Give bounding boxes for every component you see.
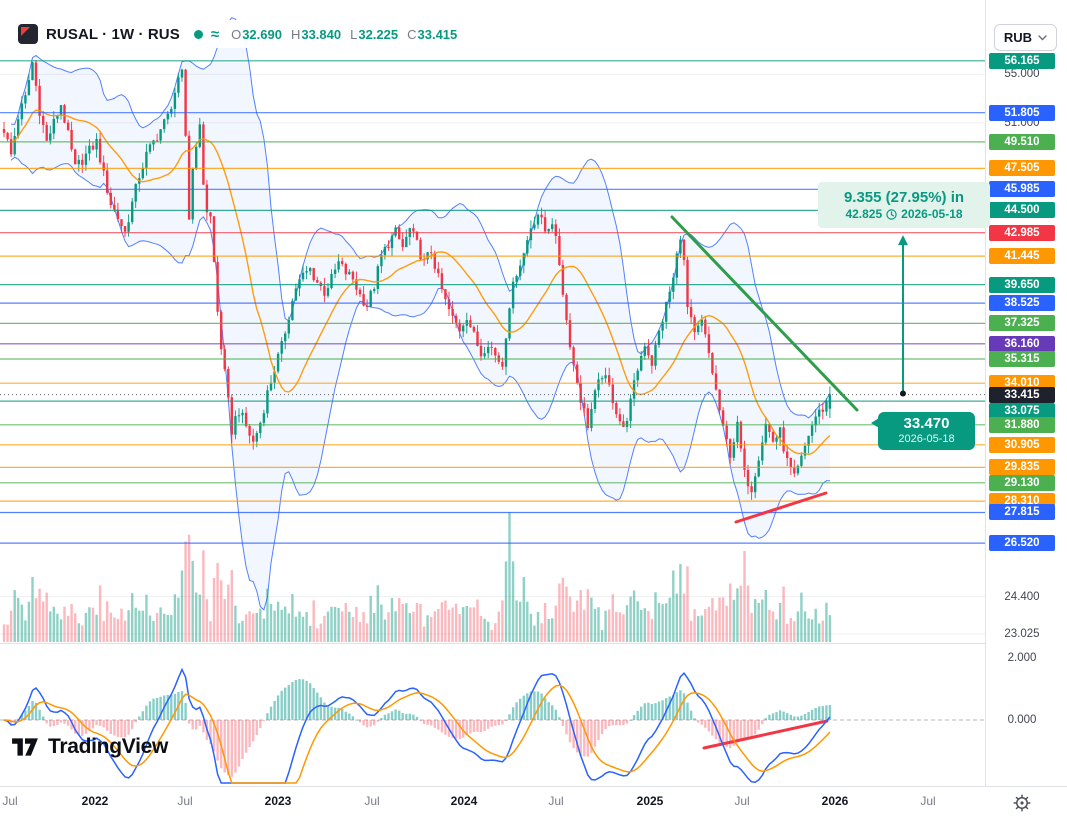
time-axis-label: Jul	[734, 794, 750, 808]
price-axis-label: 24.400	[1004, 591, 1040, 603]
price-axis-label: 55.000	[1004, 68, 1040, 80]
price-level-label: 29.835	[989, 459, 1055, 475]
time-axis-label: Jul	[2, 794, 18, 808]
symbol-title[interactable]: RUSAL · 1W · RUS	[46, 25, 180, 43]
time-axis-label: 2025	[636, 794, 664, 808]
price-level-label: 47.505	[989, 160, 1055, 176]
currency-label: RUB	[1003, 30, 1032, 45]
price-level-label: 37.325	[989, 315, 1055, 331]
time-axis[interactable]: Jul 2022 Jul 2023 Jul 2024 Jul 2025 Jul 2026 Jul	[0, 786, 1067, 816]
symbol-logo-icon	[18, 24, 38, 44]
current-price-label: 33.415	[989, 387, 1055, 403]
market-status-dot-icon[interactable]	[193, 29, 203, 39]
measure-change-text: 9.355 (27.95%) in	[843, 189, 965, 206]
projection-date: 2026-05-18	[898, 433, 955, 445]
price-level-lines[interactable]	[0, 60, 985, 544]
price-level-label: 31.880	[989, 417, 1055, 433]
currency-selector[interactable]: RUB	[993, 24, 1057, 51]
close-value: 33.415	[417, 26, 458, 42]
price-level-label: 29.130	[989, 475, 1055, 491]
time-axis-label: 2022	[81, 794, 109, 808]
price-level-label: 36.160	[989, 336, 1055, 352]
price-level-label: 38.525	[989, 295, 1055, 311]
open-value: 32.690	[242, 26, 282, 42]
indicator-axis-label: 2.000	[1007, 652, 1037, 664]
price-level-label: 39.650	[989, 277, 1055, 293]
clock-icon	[886, 208, 897, 220]
time-axis-label: Jul	[920, 794, 936, 808]
high-value: 33.840	[301, 26, 342, 42]
price-axis-label: 23.025	[1004, 628, 1040, 640]
indicator-axis-label: 0.000	[1007, 714, 1037, 726]
price-level-label: 42.985	[989, 225, 1055, 241]
symbol-toolbar: RUSAL · 1W · RUS ≈ O32.690 H33.840 L32.2…	[8, 20, 468, 48]
price-level-label: 45.985	[989, 181, 1055, 197]
approximation-icon[interactable]: ≈	[210, 25, 220, 43]
volume-layer	[2, 512, 832, 642]
projection-price: 33.470	[903, 415, 950, 432]
price-level-label: 49.510	[989, 134, 1055, 150]
low-label: L	[350, 26, 358, 42]
price-level-label: 56.165	[989, 53, 1055, 69]
price-level-label: 27.815	[989, 504, 1055, 520]
low-value: 32.225	[358, 26, 399, 42]
measure-target-row: 42.825 2026-05-18	[845, 207, 962, 221]
tradingview-logo-text: TradingView	[48, 735, 169, 758]
projection-callout[interactable]: 33.470 2026-05-18	[871, 412, 975, 450]
open-label: O	[231, 26, 242, 42]
tradingview-mark-icon	[12, 738, 38, 756]
price-level-label: 44.500	[989, 202, 1055, 218]
macd-layer	[3, 667, 832, 784]
ohlc-readout: O32.690 H33.840 L32.225 C33.415	[231, 27, 457, 42]
bollinger-bands-layer	[10, 16, 831, 611]
time-axis-label: 2026	[821, 794, 849, 808]
moving-average-layer	[10, 109, 831, 456]
price-level-label: 33.075	[989, 403, 1055, 419]
axis-settings-gear-icon[interactable]	[1011, 792, 1033, 814]
chevron-down-icon	[1038, 34, 1047, 40]
time-axis-label: 2023	[264, 794, 292, 808]
price-level-label: 35.315	[989, 351, 1055, 367]
price-level-label: 30.905	[989, 437, 1055, 453]
measure-target-price: 42.825	[845, 207, 883, 221]
time-axis-label: Jul	[177, 794, 193, 808]
time-axis-label: Jul	[548, 794, 564, 808]
close-label: C	[407, 26, 417, 42]
time-axis-label: Jul	[364, 794, 380, 808]
price-level-label: 51.805	[989, 105, 1055, 121]
time-axis-label: 2024	[450, 794, 478, 808]
price-level-label: 41.445	[989, 248, 1055, 264]
descending-trendline[interactable]	[670, 215, 859, 412]
measure-callout[interactable]: 9.355 (27.95%) in 42.825 2026-05-18	[818, 182, 990, 228]
measure-arrow[interactable]	[898, 235, 908, 397]
support-trendline[interactable]	[734, 491, 828, 524]
price-axis[interactable]: 55.000 51.000 24.400 23.025 56.165 51.805 49.5…	[985, 0, 1067, 786]
tradingview-logo[interactable]: TradingView	[10, 733, 168, 761]
macd-trendline[interactable]	[702, 719, 829, 750]
measure-target-date: 2026-05-18	[901, 207, 963, 221]
high-label: H	[290, 26, 301, 42]
price-level-label: 26.520	[989, 535, 1055, 551]
